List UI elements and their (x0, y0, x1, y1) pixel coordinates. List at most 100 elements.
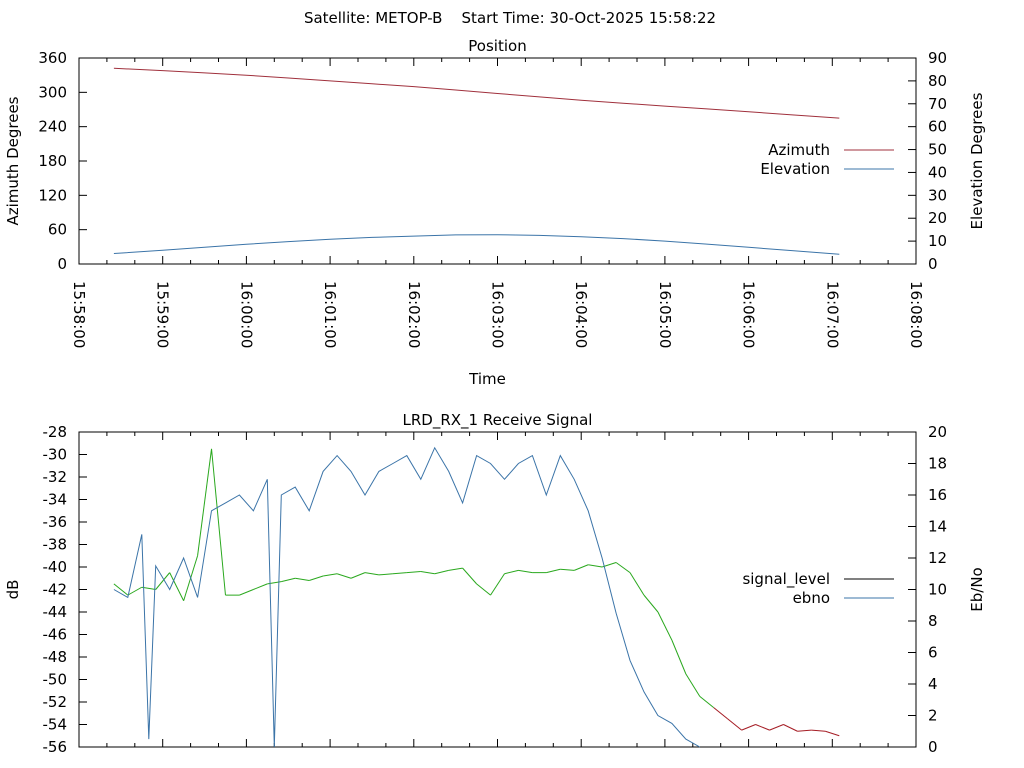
chart-header-title: Satellite: METOP-B Start Time: 30-Oct-20… (304, 9, 716, 27)
y2-tick-label: 20 (928, 423, 947, 441)
x-tick-label: 16:00:00 (237, 281, 255, 348)
y-tick-label: -30 (43, 446, 68, 464)
legend-label: Elevation (760, 160, 830, 178)
y-tick-label: -36 (43, 513, 68, 531)
signal-level-segment (476, 583, 491, 596)
signal-level-segment (671, 639, 687, 675)
signal-level-segment (629, 572, 645, 596)
signal-level-segment (155, 572, 171, 590)
y-tick-label: -28 (43, 423, 68, 441)
y-tick-label: 240 (38, 118, 67, 136)
signal-level-segment (783, 724, 798, 732)
y2-tick-label: 90 (928, 49, 947, 67)
signal-level-segment (239, 589, 254, 596)
y2-axis-label: Elevation Degrees (968, 92, 986, 229)
y-tick-label: 0 (57, 255, 67, 273)
signal-level-segment (825, 730, 840, 737)
signal-level-segment (434, 569, 449, 575)
y2-tick-label: 20 (928, 209, 947, 227)
y-tick-label: -48 (43, 648, 68, 666)
signal-level-segment (588, 564, 603, 568)
signal-level-segment (755, 724, 770, 731)
signal-level-segment (615, 562, 631, 574)
signal-level-segment (797, 729, 812, 732)
signal-level-segment (281, 577, 296, 583)
chart-title: Position (468, 37, 526, 55)
y-axis-label: dB (4, 580, 22, 600)
ebno-line (113, 446, 701, 748)
signal-level-segment (295, 577, 310, 581)
signal-level-segment (574, 564, 589, 571)
y2-tick-label: 4 (928, 675, 938, 693)
signal-level-segment (643, 594, 659, 613)
x-tick-label: 16:03:00 (489, 281, 507, 348)
y-tick-label: 60 (48, 221, 67, 239)
signal-level-segment (113, 583, 129, 596)
legend-label: signal_level (742, 570, 830, 589)
signal-level-segment (504, 569, 519, 575)
y-tick-label: -50 (43, 671, 68, 689)
x-tick-label: 16:08:00 (907, 281, 925, 348)
y-tick-label: -56 (43, 738, 68, 756)
y2-axis-label: Eb/No (968, 567, 986, 611)
y-tick-label: -42 (43, 581, 68, 599)
elevation-line (113, 234, 840, 255)
x-tick-label: 16:01:00 (321, 281, 339, 348)
signal-level-segment (169, 572, 185, 601)
signal-level-segment (462, 567, 477, 585)
y2-tick-label: 60 (928, 118, 947, 136)
y2-tick-label: 80 (928, 72, 947, 90)
signal-level-segment (769, 724, 784, 731)
x-tick-label: 16:06:00 (740, 281, 758, 348)
signal-level-segment (546, 568, 561, 574)
signal-level-segment (518, 569, 533, 574)
y-tick-label: -44 (43, 603, 68, 621)
y-tick-label: 120 (38, 186, 67, 204)
signal-level-segment (336, 573, 352, 579)
signal-level-segment (309, 575, 324, 581)
y-tick-label: -34 (43, 491, 68, 509)
signal-level-segment (197, 448, 213, 556)
y2-tick-label: 2 (928, 707, 938, 725)
y-tick-label: 360 (38, 49, 67, 67)
signal-level-segment (420, 571, 435, 575)
signal-level-segment (392, 572, 407, 575)
signal-level-segment (253, 583, 268, 590)
signal-level-segment (406, 571, 421, 574)
y2-tick-label: 16 (928, 486, 947, 504)
y2-tick-label: 8 (928, 612, 938, 630)
signal-level-segment (727, 718, 742, 731)
x-tick-label: 16:04:00 (572, 281, 590, 348)
y-tick-label: 180 (38, 152, 67, 170)
signal-level-segment (364, 572, 380, 576)
legend-label: ebno (793, 589, 830, 607)
y2-tick-label: 12 (928, 549, 947, 567)
x-tick-label: 16:05:00 (656, 281, 674, 348)
y-tick-label: -32 (43, 468, 68, 486)
y2-tick-label: 0 (928, 738, 938, 756)
signal-level-segment (323, 573, 338, 577)
y2-tick-label: 18 (928, 455, 947, 473)
azimuth-line (113, 67, 840, 119)
x-tick-label: 16:07:00 (823, 281, 841, 348)
y-axis-label: Azimuth Degrees (4, 96, 22, 225)
y2-tick-label: 50 (928, 141, 947, 159)
signal-level-segment (378, 573, 393, 576)
signal-level-segment (685, 673, 701, 697)
signal-level-segment (713, 707, 728, 720)
legend-label: Azimuth (768, 141, 830, 159)
signal-level-segment (127, 586, 143, 596)
chart-title: LRD_RX_1 Receive Signal (403, 411, 593, 430)
y-tick-label: -54 (43, 716, 68, 734)
x-tick-label: 16:02:00 (405, 281, 423, 348)
y2-tick-label: 40 (928, 163, 947, 181)
y-tick-label: -38 (43, 536, 68, 554)
plot-frame (78, 431, 917, 748)
y-tick-label: 300 (38, 83, 67, 101)
signal-level-segment (741, 724, 756, 731)
y2-tick-label: 10 (928, 581, 947, 599)
signal-level-segment (211, 448, 226, 596)
x-tick-label: 15:58:00 (70, 281, 88, 348)
signal-level-segment (699, 695, 715, 709)
